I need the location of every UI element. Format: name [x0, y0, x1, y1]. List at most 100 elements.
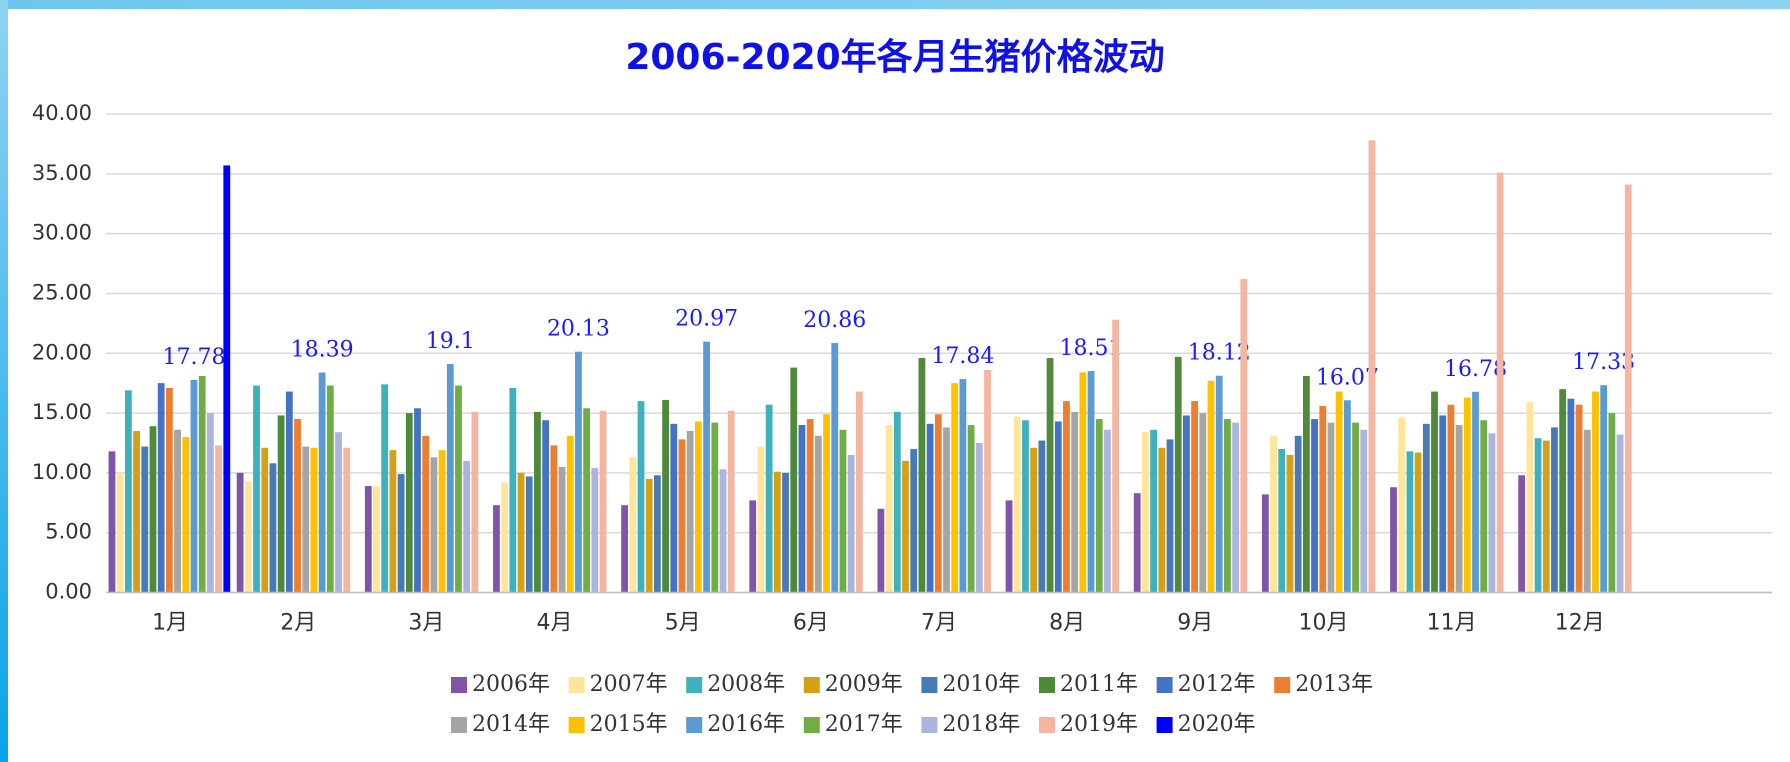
bar [1447, 404, 1455, 593]
bar [157, 383, 165, 593]
chart-title: 2006-2020年各月生猪价格波动 [625, 37, 1164, 78]
bar [1422, 423, 1430, 593]
y-tick-label: 35.00 [32, 161, 92, 185]
data-label: 19.1 [426, 329, 475, 354]
bar [493, 505, 500, 593]
bar [583, 408, 591, 593]
bar [1104, 429, 1111, 593]
bar [653, 475, 661, 593]
bar [165, 387, 173, 593]
bar [223, 165, 231, 593]
bar [629, 457, 637, 593]
bar [1496, 172, 1504, 593]
bar [1286, 454, 1294, 593]
bar [1311, 419, 1318, 593]
bar [782, 472, 789, 593]
bar [1390, 487, 1397, 593]
bar [397, 474, 405, 593]
bar [951, 383, 959, 593]
bar [1592, 391, 1599, 593]
bar [694, 421, 702, 593]
bar [910, 448, 918, 593]
bar [174, 429, 181, 593]
legend-swatch [686, 717, 703, 733]
bar [525, 476, 533, 593]
bar [509, 387, 517, 593]
data-label: 20.86 [803, 308, 866, 333]
bar [108, 451, 116, 593]
legend-label: 2020年 [1178, 712, 1256, 737]
left-border [0, 0, 8, 762]
data-label: 17.78 [162, 345, 225, 370]
bar [1191, 401, 1199, 593]
bar [1559, 389, 1567, 593]
y-tick-label: 15.00 [32, 400, 92, 424]
bar [215, 445, 222, 593]
top-border [0, 0, 1790, 9]
bar [182, 436, 190, 593]
bar [558, 466, 566, 593]
bar [1368, 140, 1376, 593]
bar [269, 463, 277, 593]
bar [261, 447, 269, 593]
bar [1294, 435, 1302, 593]
bar [877, 508, 885, 593]
x-tick-label: 6月 [793, 611, 829, 636]
bar [326, 385, 334, 593]
legend-swatch [803, 717, 820, 733]
legend-swatch [1039, 717, 1055, 733]
bar [149, 426, 157, 593]
bar [839, 429, 847, 593]
bar [1343, 400, 1351, 593]
bar [749, 500, 757, 593]
x-tick-label: 5月 [665, 611, 701, 636]
y-tick-label: 30.00 [32, 221, 92, 245]
bar [719, 469, 727, 593]
bar [757, 446, 765, 593]
data-label: 16.07 [1316, 365, 1379, 390]
bar [463, 460, 471, 593]
bar [1240, 279, 1248, 593]
legend-label: 2019年 [1060, 712, 1138, 737]
y-tick-label: 0.00 [45, 580, 92, 604]
bar [190, 379, 198, 593]
y-tick-label: 40.00 [32, 101, 92, 125]
bar [1518, 475, 1526, 593]
bar [934, 414, 942, 593]
bar [959, 379, 967, 593]
legend-label: 2018年 [942, 712, 1020, 737]
bar [893, 411, 901, 593]
bar [1551, 427, 1558, 593]
bar [847, 454, 855, 593]
bar [1319, 405, 1327, 593]
bar [1480, 420, 1488, 593]
bar [1232, 422, 1240, 593]
bar [902, 460, 909, 593]
bar [566, 435, 574, 593]
bar [294, 419, 301, 593]
x-tick-label: 2月 [280, 611, 316, 636]
bar [1488, 433, 1496, 593]
bar [1526, 402, 1534, 593]
bar [471, 411, 479, 593]
bar [984, 369, 991, 593]
legend-swatch [1156, 717, 1173, 733]
data-label: 18.51 [1060, 336, 1123, 361]
bar [1472, 391, 1479, 593]
bar [405, 413, 413, 593]
data-label: 18.12 [1188, 341, 1251, 366]
bar [124, 390, 132, 593]
legend-label: 2017年 [825, 712, 903, 737]
legend-swatch [1039, 677, 1055, 693]
bar [637, 401, 645, 593]
bar [806, 419, 814, 593]
bar [591, 468, 599, 593]
legend-swatch [1274, 677, 1291, 693]
x-tick-label: 12月 [1555, 611, 1605, 636]
bar [1352, 422, 1359, 593]
legend-label: 2006年 [472, 672, 550, 697]
x-tick-label: 7月 [921, 611, 957, 636]
data-label: 20.97 [675, 307, 738, 332]
bar [244, 481, 252, 593]
